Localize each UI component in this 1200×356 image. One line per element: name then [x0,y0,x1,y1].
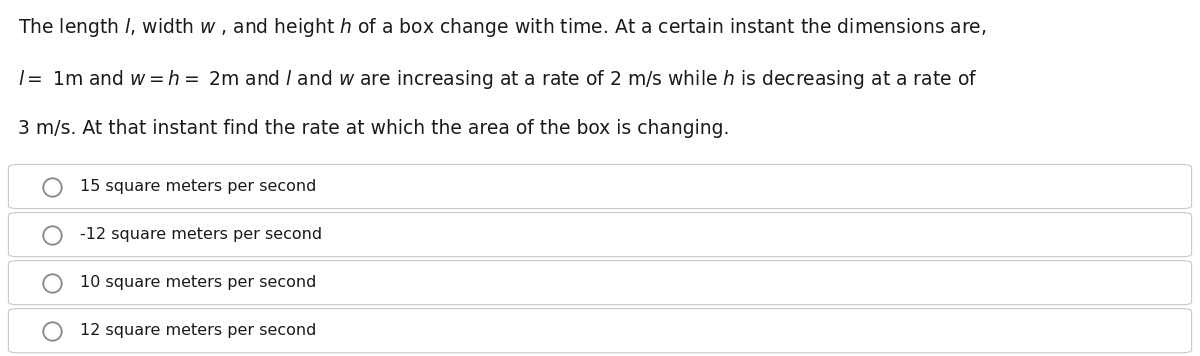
Text: 3 m/s. At that instant find the rate at which the area of the box is changing.: 3 m/s. At that instant find the rate at … [18,119,730,138]
Point [42,232,61,237]
Text: 15 square meters per second: 15 square meters per second [80,179,317,194]
FancyBboxPatch shape [8,309,1192,353]
Text: The length $\mathit{l}$, width $\mathit{w}$ , and height $\mathit{h}$ of a box c: The length $\mathit{l}$, width $\mathit{… [18,16,986,39]
FancyBboxPatch shape [8,213,1192,257]
Point [42,280,61,286]
Text: 12 square meters per second: 12 square meters per second [80,323,317,338]
Text: -12 square meters per second: -12 square meters per second [80,227,323,242]
Text: $l = $ 1m and $w = h = $ 2m and $l$ and $w$ are increasing at a rate of 2 m/s wh: $l = $ 1m and $w = h = $ 2m and $l$ and … [18,68,977,91]
Text: 10 square meters per second: 10 square meters per second [80,275,317,290]
Point [42,328,61,334]
Point [42,184,61,189]
FancyBboxPatch shape [8,261,1192,305]
FancyBboxPatch shape [8,164,1192,209]
